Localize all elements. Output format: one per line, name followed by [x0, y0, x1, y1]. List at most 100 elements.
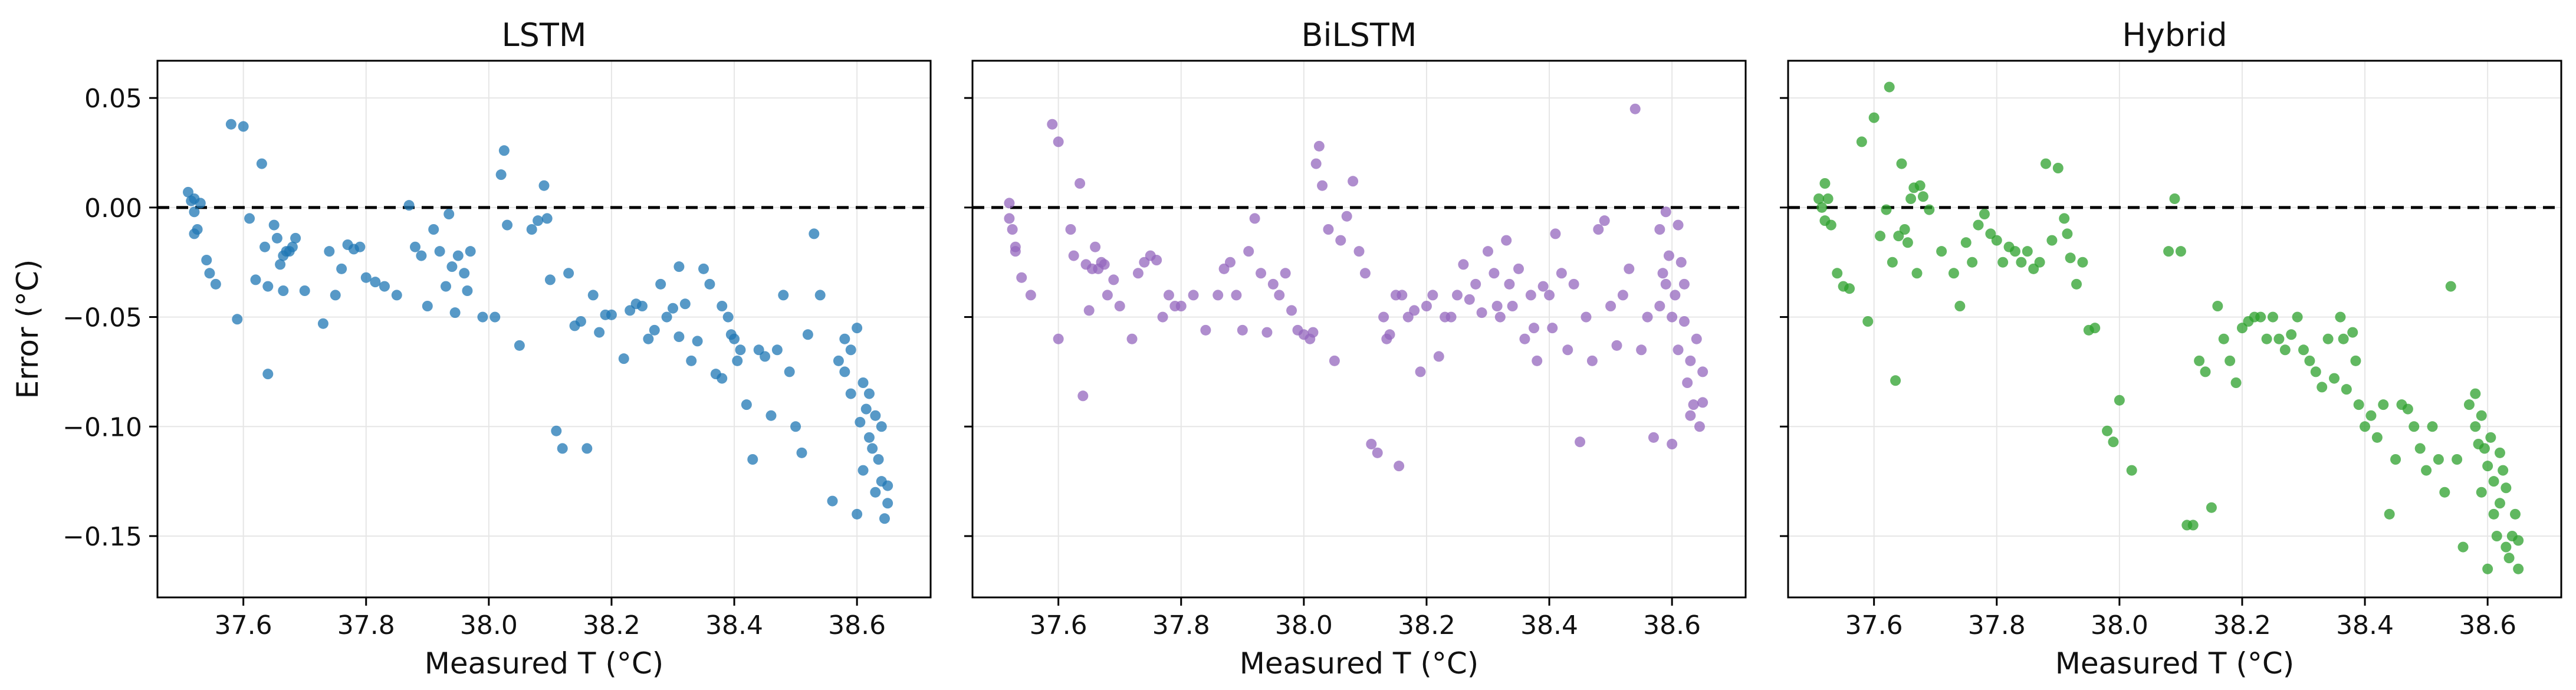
data-point-hybrid [1948, 268, 1959, 279]
data-point-lstm [268, 219, 280, 231]
data-point-bilstm [1348, 176, 1359, 187]
data-point-bilstm [1099, 259, 1110, 270]
data-point-lstm [827, 495, 838, 507]
data-point-bilstm [1470, 278, 1481, 290]
data-point-lstm [594, 327, 605, 338]
data-point-lstm [324, 246, 335, 257]
data-point-bilstm [1483, 246, 1493, 257]
data-point-bilstm [1359, 268, 1371, 279]
data-point-hybrid [2476, 487, 2487, 498]
data-point-bilstm [1267, 278, 1279, 290]
data-point-lstm [336, 263, 347, 274]
data-point-lstm [189, 206, 200, 218]
data-point-lstm [741, 399, 752, 410]
data-point-hybrid [2052, 163, 2064, 173]
axes-frame-lstm [156, 60, 932, 599]
data-point-bilstm [1163, 290, 1174, 301]
x-tick-label: 38.0 [2091, 610, 2148, 640]
data-point-bilstm [1464, 294, 1475, 305]
data-point-bilstm [1682, 377, 1693, 388]
data-point-bilstm [1188, 290, 1199, 301]
data-point-bilstm [1451, 290, 1463, 301]
data-point-lstm [299, 285, 310, 296]
data-point-bilstm [1126, 333, 1138, 344]
data-point-hybrid [2488, 508, 2499, 520]
data-point-hybrid [2347, 327, 2358, 338]
y-tick-label: −0.10 [63, 412, 142, 442]
data-point-hybrid [2273, 333, 2285, 344]
data-point-hybrid [2077, 257, 2088, 268]
data-point-hybrid [2261, 333, 2272, 344]
data-point-lstm [882, 480, 893, 491]
data-point-bilstm [1313, 140, 1325, 152]
data-point-hybrid [1832, 268, 1843, 279]
data-point-hybrid [2175, 246, 2186, 257]
data-point-hybrid [2317, 382, 2328, 393]
data-point-hybrid [1924, 204, 1935, 215]
data-point-bilstm [1445, 311, 1457, 323]
data-point-lstm [704, 278, 715, 290]
data-point-bilstm [1261, 327, 1273, 338]
data-point-hybrid [2488, 476, 2499, 487]
data-point-hybrid [2016, 257, 2027, 268]
data-point-hybrid [2059, 213, 2070, 224]
data-point-bilstm [1617, 290, 1628, 301]
data-point-bilstm [1421, 301, 1432, 311]
data-point-hybrid [2200, 366, 2211, 377]
data-point-lstm [873, 454, 884, 465]
data-point-lstm [391, 290, 402, 301]
data-point-lstm [495, 169, 507, 180]
data-point-lstm [360, 272, 372, 283]
data-point-hybrid [1862, 316, 1874, 327]
data-point-lstm [771, 344, 783, 356]
data-point-lstm [852, 508, 863, 520]
data-point-hybrid [2427, 421, 2438, 432]
data-point-lstm [649, 324, 660, 336]
data-point-hybrid [2225, 355, 2236, 366]
data-point-bilstm [1243, 246, 1254, 257]
data-point-lstm [317, 318, 328, 329]
data-point-bilstm [1476, 307, 1487, 318]
data-point-bilstm [1200, 324, 1211, 336]
data-point-lstm [863, 388, 875, 399]
data-point-hybrid [2513, 535, 2524, 546]
data-point-lstm [354, 241, 366, 252]
data-point-bilstm [1673, 219, 1684, 231]
data-point-hybrid [2482, 461, 2493, 472]
data-point-bilstm [1323, 224, 1334, 235]
data-point-hybrid [1905, 193, 1917, 204]
data-point-bilstm [1458, 259, 1469, 270]
data-point-bilstm [1151, 255, 1162, 265]
data-point-bilstm [1504, 278, 1515, 290]
data-point-lstm [673, 261, 685, 272]
data-point-hybrid [1960, 237, 1972, 248]
data-point-lstm [855, 416, 866, 428]
data-point-lstm [860, 403, 872, 415]
data-point-lstm [275, 259, 286, 270]
data-point-lstm [441, 281, 452, 292]
data-point-bilstm [1525, 290, 1536, 301]
data-point-lstm [692, 336, 703, 347]
data-point-lstm [434, 246, 445, 257]
axes-frame-bilstm [971, 60, 1747, 599]
data-point-lstm [330, 290, 341, 301]
data-point-lstm [403, 200, 415, 211]
data-point-hybrid [1936, 246, 1947, 257]
data-point-hybrid [2338, 333, 2349, 344]
data-point-bilstm [1053, 333, 1064, 344]
data-point-hybrid [2071, 278, 2082, 290]
data-point-hybrid [2298, 344, 2309, 356]
data-point-hybrid [2371, 432, 2383, 443]
data-point-lstm [747, 454, 758, 465]
data-point-hybrid [2329, 373, 2340, 384]
data-point-lstm [443, 209, 455, 219]
data-point-bilstm [1694, 421, 1705, 432]
data-point-hybrid [2494, 447, 2505, 458]
data-point-lstm [262, 369, 274, 380]
grid-hybrid [1788, 61, 2561, 597]
data-point-hybrid [1991, 235, 2002, 246]
data-point-hybrid [2286, 329, 2297, 340]
data-point-bilstm [1310, 158, 1322, 169]
data-point-bilstm [1605, 301, 1616, 311]
data-point-hybrid [1884, 81, 1895, 93]
